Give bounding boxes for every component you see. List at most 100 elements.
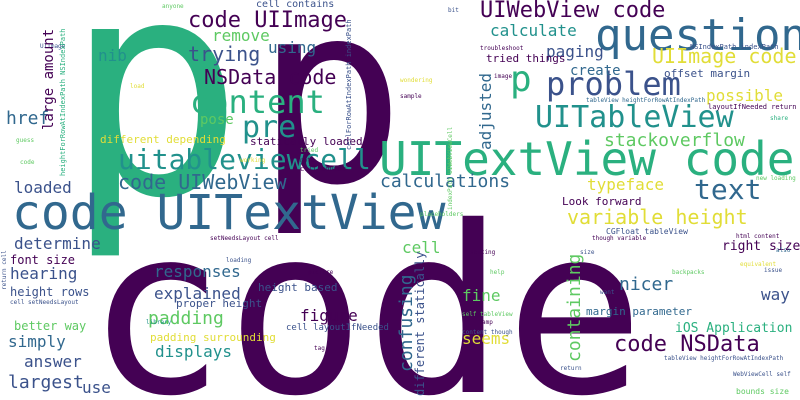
word-figure: figure — [300, 306, 358, 325]
word-different-statically: different statically — [413, 251, 427, 397]
word-uitableview: UITableView — [535, 100, 734, 135]
word-image: image — [494, 73, 513, 80]
word-right-size: right size — [722, 239, 800, 254]
word-problem: problem — [546, 65, 681, 103]
word-cell-bounds: cell bounds — [300, 165, 347, 173]
word-simply: simply — [8, 332, 66, 351]
word-use: use — [82, 378, 111, 397]
word-uitableviewcell: uitableviewcell — [118, 143, 371, 176]
word-stackoverflow: stackoverflow — [604, 130, 745, 151]
word-question: question — [595, 10, 800, 61]
word-loaded: loaded — [14, 178, 72, 197]
word-code-uiwebview: code UIWebView — [118, 170, 287, 194]
word-setneedslayout-cell: setNeedsLayout cell — [210, 235, 279, 242]
word-cgfloat-tableview: CGFloat tableView — [606, 227, 688, 236]
word-padding-surrounding: padding surrounding — [150, 331, 276, 344]
word-though-variable: though variable — [592, 235, 647, 242]
word-setting: help — [490, 269, 505, 276]
word-sample: sample — [400, 93, 422, 100]
word-offset-margin: offset margin — [664, 67, 751, 80]
word-ios-application: iOS Application — [675, 321, 793, 336]
word-opengl: library — [146, 319, 172, 326]
word-troubleshoot: troubleshoot — [480, 45, 524, 52]
word-guess: code — [20, 159, 35, 166]
word-tableview-heightforrowatindexpath-bottom: tableView heightForRowAtIndexPath — [664, 355, 784, 362]
word-text: text — [694, 173, 762, 206]
word-uiwebview-code: UIWebView code — [480, 0, 666, 23]
word-code-uitextview: code UITextView — [12, 185, 446, 241]
word-large-amount: large amount — [41, 28, 57, 130]
word-layoutifneeded-return: layoutIfNeeded return — [708, 103, 797, 111]
word-equivalent: backpacks — [672, 269, 705, 276]
word-remove: remove — [212, 26, 270, 45]
word-different-depending: different depending — [100, 133, 226, 146]
word-uiimage-code: UIImage code — [652, 44, 797, 68]
word-pose: pose — [200, 112, 234, 128]
word-issue: return — [560, 365, 582, 372]
word-possible: possible — [706, 86, 784, 105]
word-bit: anyone — [162, 3, 184, 10]
word-tag: picture — [308, 269, 334, 276]
word-cell-contains: cell contains — [256, 0, 335, 10]
word-p-small: p — [510, 59, 532, 100]
word-placeholders: UIImage — [40, 43, 66, 50]
word-size: want — [600, 289, 615, 296]
word-cell-setneedslayout: cell setNeedsLayout — [10, 299, 79, 306]
word-heightforrowatindexpath-nsindexpath: heightForRowAtIndexPath NSIndexPath — [59, 28, 67, 176]
word-explained: explained — [154, 284, 241, 303]
word-also: tried — [300, 147, 319, 154]
word-tableview-heightforrowatindexpath-top: tableView heightForRowAtIndexPath — [586, 97, 706, 104]
word-code-nsdata: code NSData — [614, 332, 760, 357]
word-calculate: calculate — [490, 21, 577, 40]
word-way: way — [761, 285, 790, 304]
word-return-cell: return cell — [1, 250, 8, 290]
word-calculations: calculations — [380, 171, 511, 192]
word-library: amp — [482, 319, 493, 326]
word-better-way: better way — [14, 319, 87, 333]
word-font-size: font size — [10, 253, 76, 267]
word-loading: load — [130, 83, 145, 90]
word-want: equivalent — [740, 261, 777, 268]
word-fine: fine — [462, 286, 501, 305]
word-uitextview-code: UITextView code — [379, 132, 795, 186]
word-uiimage: also — [776, 247, 791, 254]
word-wondering: wondering — [400, 77, 433, 84]
word-paging: paging — [546, 42, 604, 61]
word-displays: displays — [155, 342, 233, 361]
word-pre: pre — [242, 110, 297, 145]
word-seems: seems — [462, 329, 511, 348]
word-responses: responses — [154, 262, 241, 281]
word-html-content: html content — [736, 233, 780, 240]
word-adjusted: adjusted — [476, 72, 495, 150]
word-code-large: code — [86, 177, 645, 400]
word-picture: bit — [448, 7, 459, 14]
word-padding: padding — [148, 308, 224, 329]
word-determine: determine — [14, 234, 101, 253]
word-code-uiimage: code UIImage — [188, 8, 347, 33]
word-href: href — [6, 108, 50, 129]
word-trying: trying — [188, 42, 261, 66]
word-look-forward: Look forward — [562, 195, 642, 208]
word-content: content — [190, 83, 325, 121]
word-anyone: share — [770, 115, 789, 122]
word-self-tableview: self tableView — [462, 311, 513, 318]
word-typeface: typeface — [587, 175, 665, 194]
word-load: guess — [16, 137, 35, 144]
word-height-based: height based — [258, 281, 338, 294]
word-working: size — [580, 249, 595, 256]
word-tried-things: tried things — [486, 52, 566, 65]
word-help: working — [240, 157, 266, 164]
word-containing: containing — [564, 253, 585, 362]
word-margin-parameter: margin parameter — [586, 305, 692, 318]
word-code-tiny: placeholders — [420, 211, 464, 218]
word-amp: tag — [314, 345, 325, 352]
word-p-center: p — [255, 0, 406, 240]
word-largest: largest — [8, 372, 84, 393]
word-cell-layoutifneeded: cell layoutIfNeeded — [286, 323, 389, 333]
word-content-though: content though — [462, 329, 513, 336]
word-variable-height: variable height — [567, 205, 748, 229]
word-new-loading: new loading — [756, 175, 796, 182]
word-proper-height: proper height — [176, 297, 263, 310]
word-nsdata-code: NSData code — [204, 65, 337, 89]
